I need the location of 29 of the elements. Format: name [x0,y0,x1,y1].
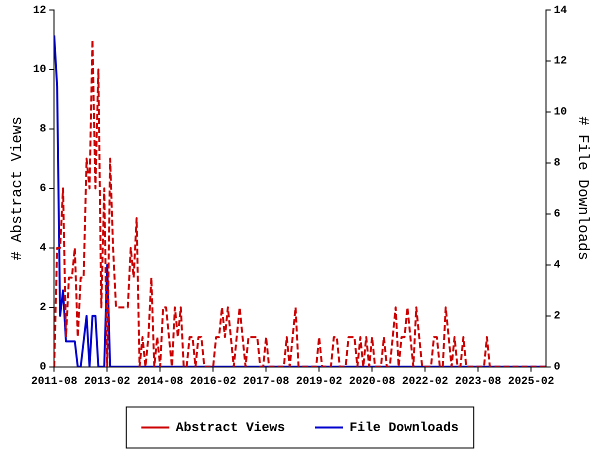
y2-tick-label: 10 [554,106,567,119]
y-tick-label: 4 [40,242,47,255]
x-tick-label: 2013-02 [84,376,130,388]
y-tick-label: 8 [40,124,47,136]
y-tick-label: 10 [33,64,46,76]
y2-tick-label: 12 [554,56,567,68]
y-tick-label: 6 [40,183,46,196]
y2-axis-title: # File Downloads [574,116,592,260]
x-tick-label: 2019-02 [296,376,342,388]
x-tick-label: 2014-08 [137,376,184,388]
x-tick-label: 2017-08 [243,376,290,388]
x-tick-label: 2020-08 [349,376,396,388]
x-tick-label: 2023-08 [454,376,502,388]
y2-tick-label: 4 [554,260,561,272]
y-tick-label: 0 [40,362,46,374]
legend-label: File Downloads [350,420,459,435]
legend-label: Abstract Views [176,420,286,435]
y-tick-label: 12 [33,4,46,17]
y-tick-label: 2 [40,302,46,314]
x-tick-label: 2022-02 [402,376,448,388]
y2-tick-label: 0 [554,362,560,374]
y-axis-title: # Abstract Views [8,116,26,260]
y2-tick-label: 2 [554,310,560,323]
y2-tick-label: 6 [554,208,560,221]
y2-tick-label: 8 [554,158,561,170]
x-tick-label: 2016-02 [190,376,236,388]
y2-tick-label: 14 [554,4,568,17]
x-tick-label: 2011-08 [31,376,78,388]
x-tick-label: 2025-02 [508,376,554,388]
